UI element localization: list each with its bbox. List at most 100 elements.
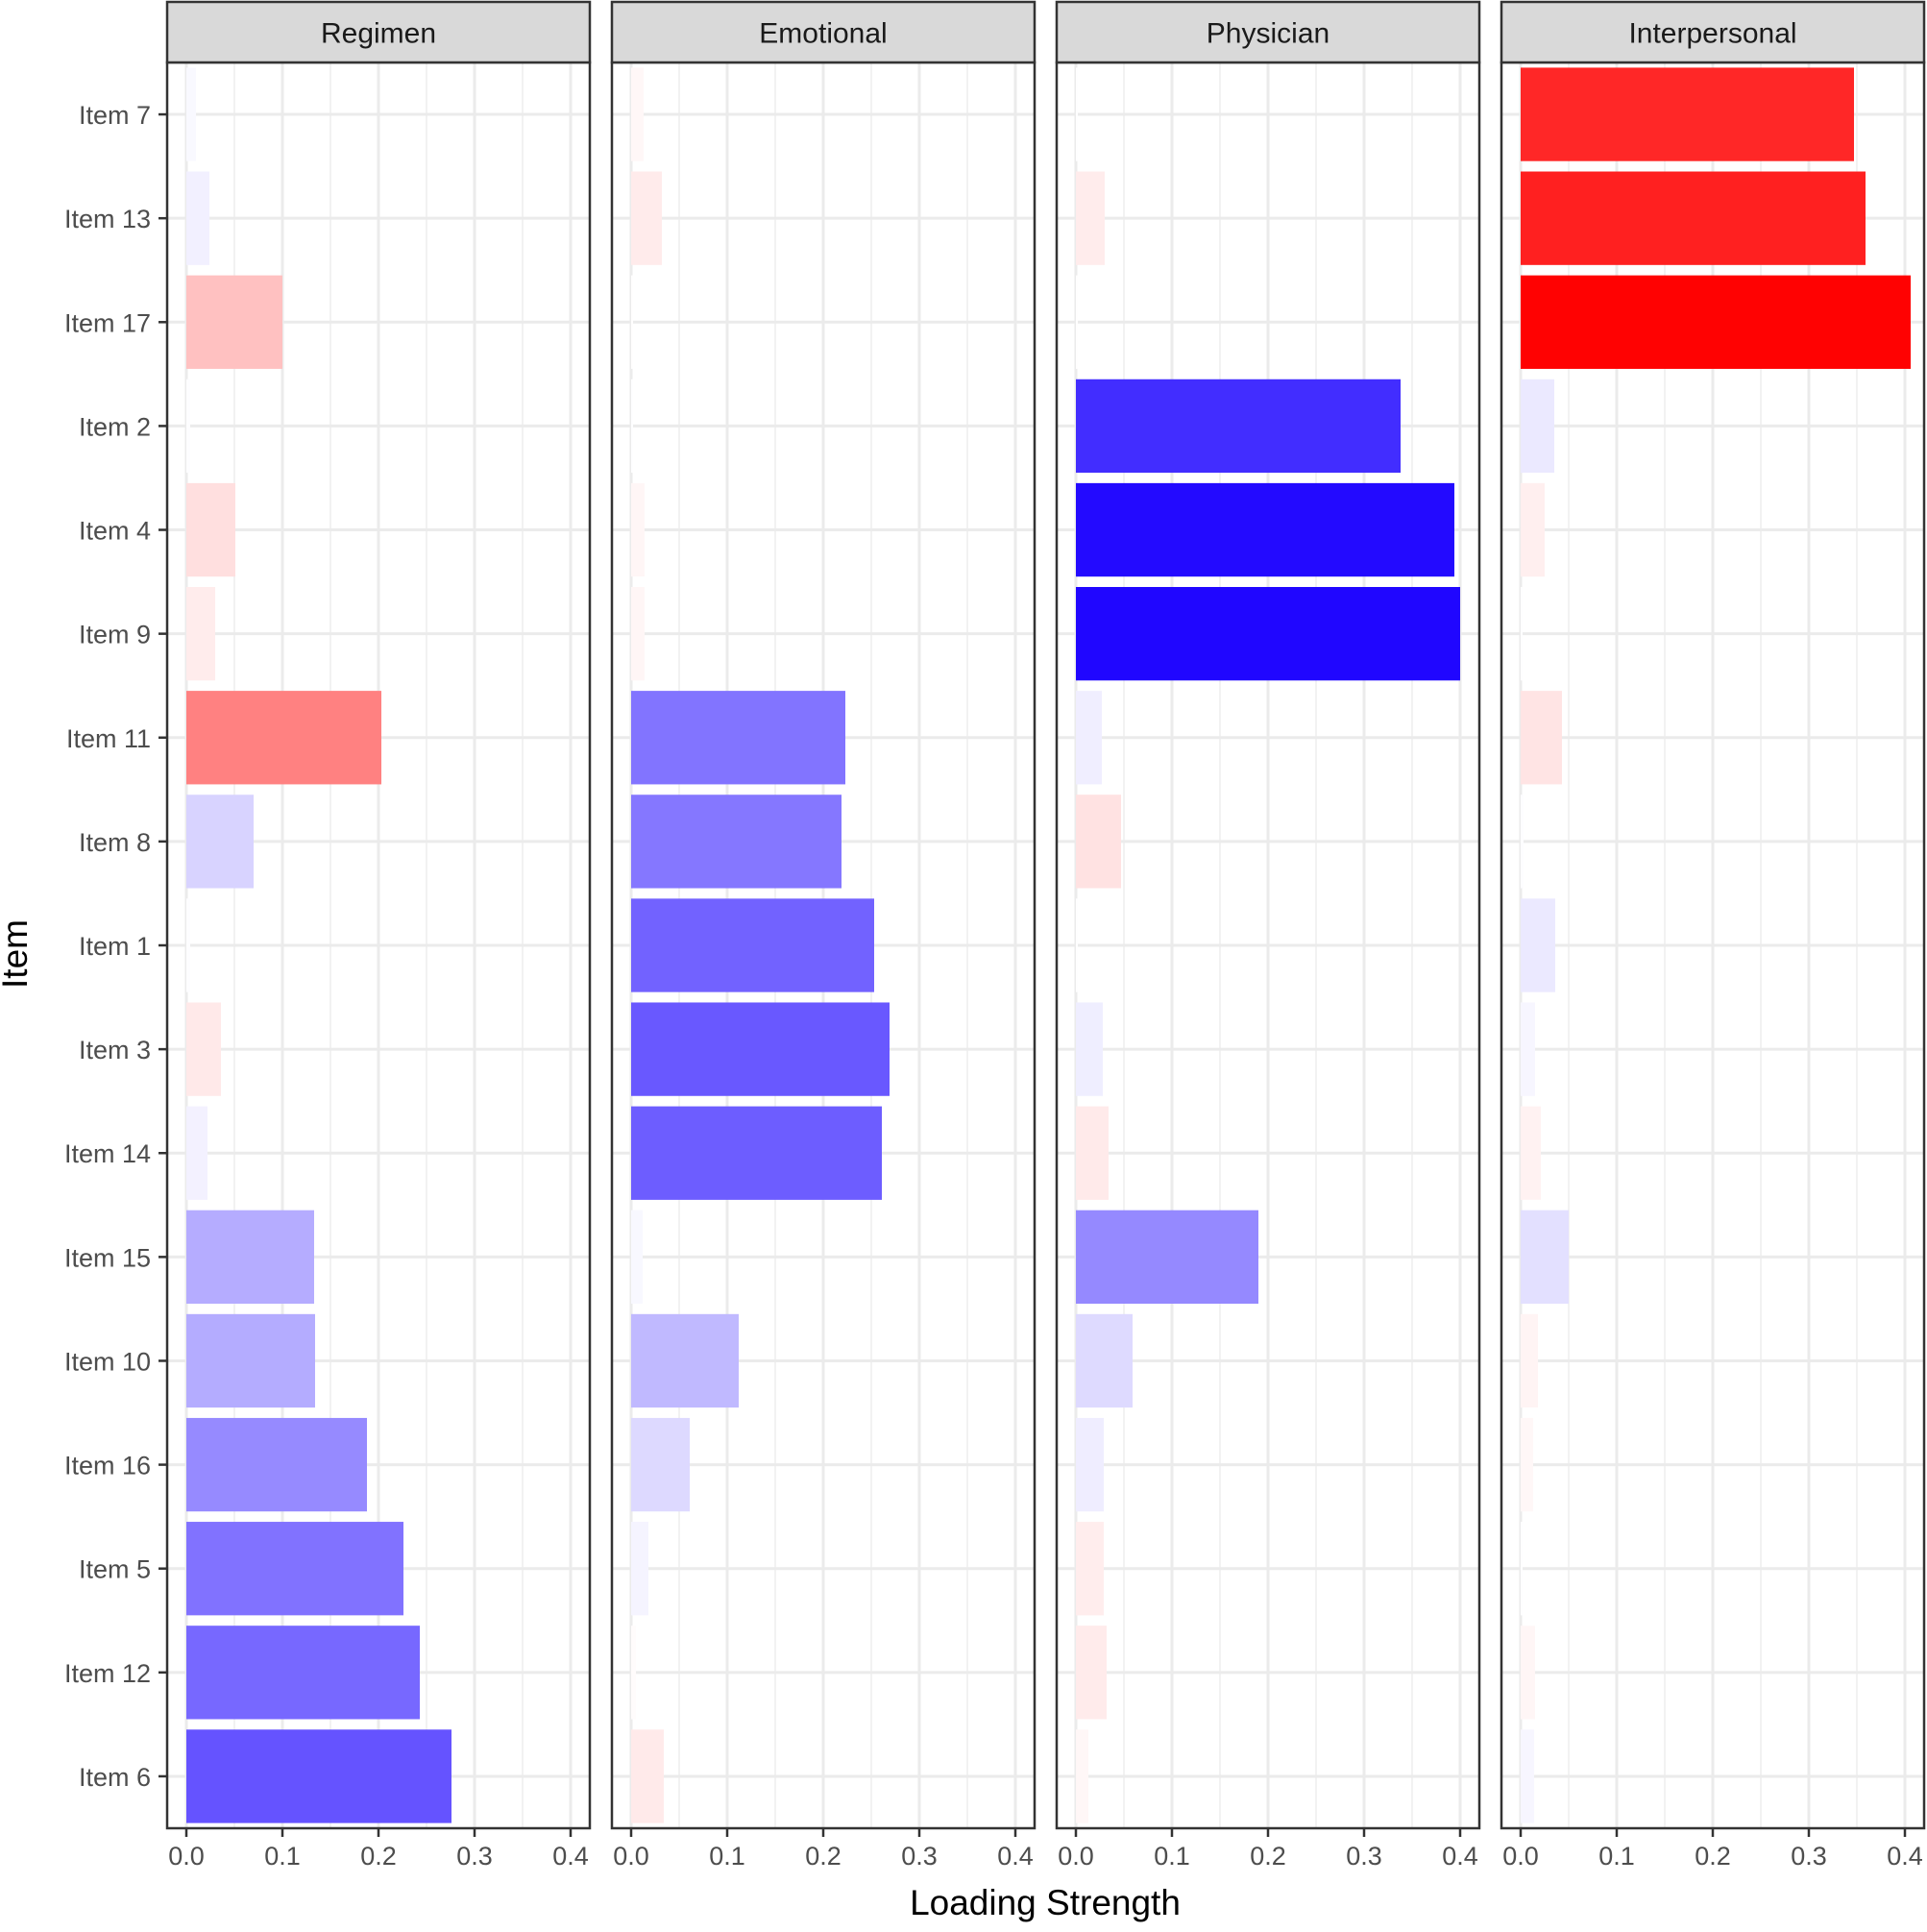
bar-physician-item-4 — [1076, 482, 1454, 577]
facet-strip-label: Interpersonal — [1628, 18, 1796, 50]
bar-emotional-item-1 — [631, 898, 874, 992]
x-tick-label: 0.0 — [168, 1842, 205, 1871]
bar-regimen-item-14 — [186, 1106, 207, 1200]
bar-emotional-item-10 — [631, 1313, 739, 1408]
bar-physician-item-11 — [1076, 691, 1102, 785]
bar-regimen-item-13 — [186, 171, 209, 265]
bar-emotional-item-3 — [631, 1002, 890, 1096]
x-tick-label: 0.3 — [456, 1842, 493, 1871]
y-tick-label: Item 4 — [79, 517, 151, 546]
bar-physician-item-1 — [1076, 898, 1078, 992]
y-tick-label: Item 2 — [79, 412, 151, 441]
y-tick-label: Item 9 — [79, 621, 151, 649]
x-tick-label: 0.2 — [805, 1842, 842, 1871]
bar-interpersonal-item-11 — [1521, 691, 1562, 785]
y-tick-label: Item 8 — [79, 828, 151, 857]
bar-emotional-item-2 — [631, 379, 633, 474]
y-tick-label: Item 13 — [64, 205, 151, 233]
bar-emotional-item-7 — [631, 67, 644, 161]
bar-interpersonal-item-5 — [1521, 1522, 1523, 1616]
y-tick-label: Item 17 — [64, 308, 151, 337]
facet-strip — [165, 0, 592, 64]
bar-physician-item-6 — [1076, 1729, 1088, 1823]
bar-regimen-item-16 — [186, 1417, 367, 1512]
x-tick-label: 0.1 — [1598, 1842, 1635, 1871]
facet-strip — [1500, 0, 1926, 64]
bar-regimen-item-7 — [186, 67, 196, 161]
bar-emotional-item-11 — [631, 691, 845, 785]
bar-regimen-item-17 — [186, 275, 282, 369]
bar-interpersonal-item-17 — [1521, 275, 1911, 369]
x-tick-label: 0.0 — [613, 1842, 649, 1871]
bar-emotional-item-8 — [631, 795, 842, 889]
bar-physician-item-7 — [1076, 67, 1078, 161]
bar-emotional-item-17 — [631, 275, 633, 369]
facet-panel-interpersonal: Interpersonal 0.0 0.1 0.2 0.3 0.4 — [1500, 0, 1926, 1871]
bar-emotional-item-16 — [631, 1417, 690, 1512]
bar-interpersonal-item-4 — [1521, 482, 1545, 577]
y-tick-label: Item 12 — [64, 1659, 151, 1688]
y-tick-label: Item 7 — [79, 101, 151, 130]
facet-panel-regimen: Regimen 0.0 0.1 0.2 0.3 0.4 — [165, 0, 592, 1871]
bar-physician-item-17 — [1076, 275, 1078, 369]
bar-physician-item-10 — [1076, 1313, 1133, 1408]
bar-interpersonal-item-9 — [1521, 586, 1523, 681]
bar-regimen-item-4 — [186, 482, 235, 577]
bar-emotional-item-12 — [631, 1626, 636, 1720]
x-tick-label: 0.2 — [360, 1842, 397, 1871]
bar-interpersonal-item-7 — [1521, 67, 1854, 161]
bar-regimen-item-12 — [186, 1626, 420, 1720]
bar-regimen-item-3 — [186, 1002, 221, 1096]
y-tick-label: Item 16 — [64, 1452, 151, 1480]
bar-regimen-item-6 — [186, 1729, 451, 1823]
x-tick-label: 0.3 — [1346, 1842, 1382, 1871]
bar-emotional-item-5 — [631, 1522, 648, 1616]
bar-physician-item-13 — [1076, 171, 1105, 265]
bar-physician-item-8 — [1076, 795, 1121, 889]
bar-regimen-item-8 — [186, 795, 254, 889]
x-tick-label: 0.2 — [1695, 1842, 1731, 1871]
x-tick-label: 0.2 — [1250, 1842, 1286, 1871]
bar-regimen-item-10 — [186, 1313, 315, 1408]
bar-emotional-item-9 — [631, 586, 645, 681]
bar-interpersonal-item-1 — [1521, 898, 1555, 992]
y-axis-title: Item — [0, 919, 35, 989]
bar-emotional-item-15 — [631, 1210, 643, 1305]
facet-strip — [610, 0, 1037, 64]
y-axis: Item 7 Item 13 Item 17 Item 2 Item 4 Item 9 It… — [64, 101, 167, 1792]
facet-strip-label: Emotional — [759, 18, 887, 50]
bar-interpersonal-item-6 — [1521, 1729, 1534, 1823]
bar-emotional-item-6 — [631, 1729, 664, 1823]
y-tick-label: Item 5 — [79, 1555, 151, 1584]
bar-interpersonal-item-14 — [1521, 1106, 1541, 1200]
facet-strip-label: Physician — [1207, 18, 1329, 50]
bar-physician-item-9 — [1076, 586, 1460, 681]
bar-physician-item-5 — [1076, 1522, 1104, 1616]
x-tick-label: 0.0 — [1502, 1842, 1539, 1871]
bar-regimen-item-2 — [186, 379, 190, 474]
bar-interpersonal-item-15 — [1521, 1210, 1569, 1305]
x-tick-label: 0.4 — [997, 1842, 1034, 1871]
facet-panel-physician: Physician 0.0 0.1 0.2 0.3 0.4 — [1055, 0, 1481, 1871]
y-tick-label: Item 3 — [79, 1036, 151, 1064]
y-tick-label: Item 15 — [64, 1243, 151, 1272]
bar-regimen-item-11 — [186, 691, 381, 785]
x-tick-label: 0.4 — [1887, 1842, 1923, 1871]
bar-regimen-item-9 — [186, 586, 215, 681]
facet-strip-label: Regimen — [321, 18, 436, 50]
bar-physician-item-2 — [1076, 379, 1401, 474]
bar-physician-item-15 — [1076, 1210, 1258, 1305]
x-tick-label: 0.1 — [1154, 1842, 1190, 1871]
bar-regimen-item-5 — [186, 1522, 403, 1616]
bar-emotional-item-4 — [631, 482, 645, 577]
bar-physician-item-16 — [1076, 1417, 1104, 1512]
bar-physician-item-14 — [1076, 1106, 1109, 1200]
bar-interpersonal-item-3 — [1521, 1002, 1535, 1096]
x-tick-label: 0.4 — [1442, 1842, 1478, 1871]
bar-interpersonal-item-12 — [1521, 1626, 1535, 1720]
x-tick-label: 0.3 — [901, 1842, 938, 1871]
x-tick-label: 0.4 — [552, 1842, 589, 1871]
bar-emotional-item-14 — [631, 1106, 882, 1200]
